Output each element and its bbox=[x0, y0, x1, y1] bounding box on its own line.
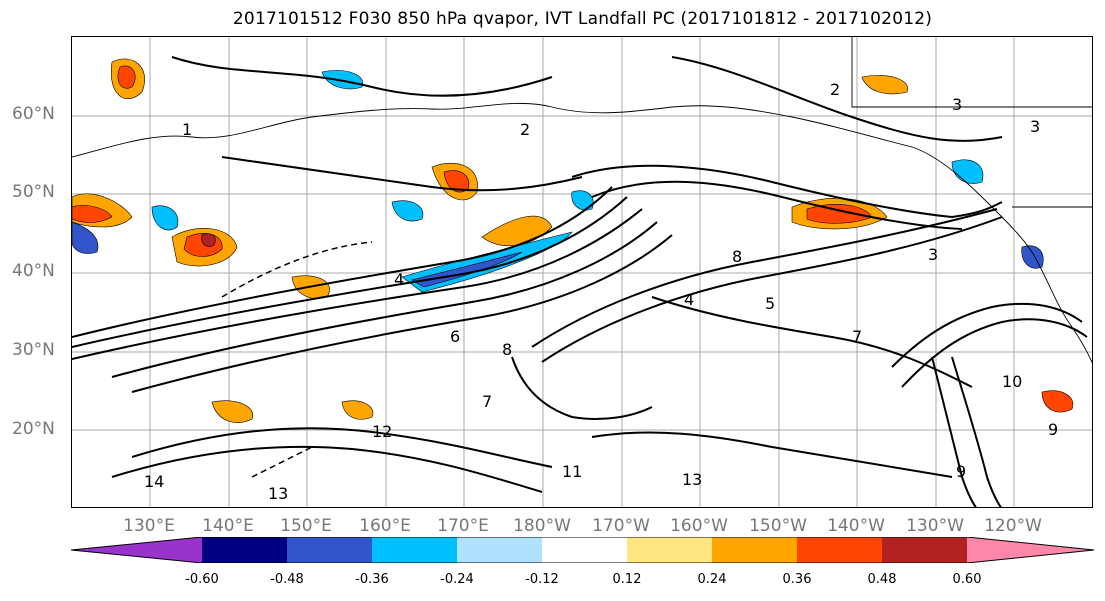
colorbar-segment bbox=[627, 537, 712, 563]
lon-label-150e: 150°E bbox=[280, 516, 332, 536]
contour-labels: 1 2 2 3 3 3 4 4 5 6 7 7 8 8 9 9 10 11 12… bbox=[144, 80, 1058, 503]
colorbar-tick: 0.48 bbox=[867, 572, 897, 587]
lon-label-130e: 130°E bbox=[123, 516, 175, 536]
contour-label: 9 bbox=[1048, 420, 1058, 439]
colorbar-outline bbox=[71, 537, 1095, 563]
lon-label-140w: 140°W bbox=[827, 516, 885, 536]
lon-label-150w: 150°W bbox=[749, 516, 807, 536]
lon-label-170w: 170°W bbox=[592, 516, 650, 536]
colorbar-tick: 0.24 bbox=[697, 572, 727, 587]
colorbar-segment bbox=[882, 537, 967, 563]
colorbar-segment bbox=[967, 537, 1094, 563]
colorbar-tick: -0.48 bbox=[270, 572, 304, 587]
contour-label: 6 bbox=[450, 327, 460, 346]
colorbar-segment bbox=[202, 537, 287, 563]
colorbar-segment bbox=[797, 537, 882, 563]
colorbar-tick: -0.12 bbox=[525, 572, 559, 587]
contour-label: 11 bbox=[562, 462, 582, 481]
lon-label-140e: 140°E bbox=[202, 516, 254, 536]
contour-label: 4 bbox=[394, 270, 404, 289]
colorbar-tick: 0.60 bbox=[952, 572, 982, 587]
lon-label-160e: 160°E bbox=[359, 516, 411, 536]
lon-label-120w: 120°W bbox=[984, 516, 1042, 536]
lat-label-30n: 30°N bbox=[12, 340, 55, 360]
colorbar-segment bbox=[71, 537, 202, 563]
colorbar-tick: 0.12 bbox=[612, 572, 642, 587]
colorbar-segment bbox=[287, 537, 372, 563]
ivt-dashed-contours bbox=[221, 241, 373, 478]
contour-label: 12 bbox=[372, 422, 392, 441]
colorbar-segment bbox=[457, 537, 542, 563]
contour-label: 3 bbox=[928, 245, 938, 264]
contour-label: 4 bbox=[684, 290, 694, 309]
colorbar-tick: -0.60 bbox=[185, 572, 219, 587]
colorbar-segment bbox=[712, 537, 797, 563]
map-plot: 1 2 2 3 3 3 4 4 5 6 7 7 8 8 9 9 10 11 12… bbox=[72, 37, 1092, 507]
contour-label: 8 bbox=[732, 247, 742, 266]
contour-label: 3 bbox=[1030, 117, 1040, 136]
lon-label-170e: 170°E bbox=[437, 516, 489, 536]
contour-label: 13 bbox=[682, 470, 702, 489]
contour-label: 3 bbox=[952, 95, 962, 114]
ivt-contours bbox=[72, 56, 1088, 507]
contour-label: 10 bbox=[1002, 372, 1022, 391]
lat-label-60n: 60°N bbox=[12, 104, 55, 124]
contour-label: 9 bbox=[956, 462, 966, 481]
lon-label-180w: 180°W bbox=[513, 516, 571, 536]
contour-label: 13 bbox=[268, 484, 288, 503]
contour-label: 8 bbox=[502, 340, 512, 359]
lat-label-20n: 20°N bbox=[12, 419, 55, 439]
lon-label-160w: 160°W bbox=[670, 516, 728, 536]
colorbar bbox=[71, 537, 1095, 563]
map-panel: 1 2 2 3 3 3 4 4 5 6 7 7 8 8 9 9 10 11 12… bbox=[71, 36, 1093, 508]
colorbar-tick: -0.24 bbox=[440, 572, 474, 587]
contour-label: 7 bbox=[852, 327, 862, 346]
colorbar-segment bbox=[372, 537, 457, 563]
lat-label-50n: 50°N bbox=[12, 182, 55, 202]
contour-label: 1 bbox=[182, 120, 192, 139]
lon-label-130w: 130°W bbox=[906, 516, 964, 536]
contour-label: 2 bbox=[830, 80, 840, 99]
lat-label-40n: 40°N bbox=[12, 261, 55, 281]
contour-label: 2 bbox=[520, 120, 530, 139]
colorbar-tick: 0.36 bbox=[782, 572, 812, 587]
map-title: 2017101512 F030 850 hPa qvapor, IVT Land… bbox=[232, 9, 933, 29]
graticule bbox=[72, 37, 1092, 507]
contour-label: 7 bbox=[482, 392, 492, 411]
contour-label: 5 bbox=[765, 294, 775, 313]
colorbar-tick: -0.36 bbox=[355, 572, 389, 587]
contour-label: 14 bbox=[144, 472, 164, 491]
colorbar-segment bbox=[542, 537, 627, 563]
coastlines bbox=[72, 37, 1092, 364]
